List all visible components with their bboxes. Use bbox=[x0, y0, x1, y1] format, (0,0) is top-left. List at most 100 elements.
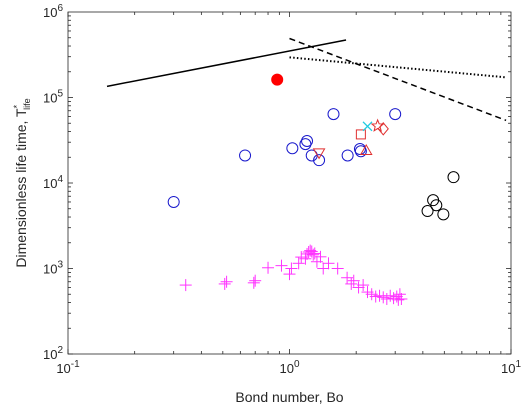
x-series bbox=[362, 121, 373, 132]
plus-marker bbox=[247, 276, 260, 289]
plus-marker bbox=[395, 292, 408, 305]
tick-base: 10 bbox=[43, 262, 57, 277]
marker-shape bbox=[313, 154, 326, 167]
marker-shape bbox=[167, 195, 180, 208]
tick-base: 10 bbox=[501, 361, 515, 376]
plot-area bbox=[106, 37, 507, 306]
circle-marker bbox=[167, 195, 180, 208]
circle-marker bbox=[389, 108, 402, 121]
tick-exponent: 3 bbox=[57, 260, 63, 271]
plus-marker bbox=[322, 257, 335, 270]
circle-marker bbox=[447, 171, 460, 184]
plus-marker bbox=[307, 248, 320, 261]
plus-marker bbox=[218, 277, 231, 290]
tick-exponent: 1 bbox=[515, 359, 521, 370]
plus-marker bbox=[249, 274, 262, 287]
marker-shape bbox=[271, 73, 284, 86]
plus-series bbox=[179, 244, 408, 306]
marker-shape bbox=[286, 142, 299, 155]
plus-marker bbox=[275, 259, 288, 272]
tick-base: 10 bbox=[43, 91, 57, 106]
circle-series bbox=[167, 108, 402, 208]
triangle-down-marker bbox=[312, 148, 326, 160]
plus-marker bbox=[317, 262, 330, 275]
plus-marker bbox=[308, 247, 321, 260]
y-axis-label-sub: life bbox=[22, 98, 32, 110]
tick-base: 10 bbox=[43, 347, 57, 362]
tick-exponent: 2 bbox=[57, 345, 63, 356]
plus-marker bbox=[345, 277, 358, 290]
circle-marker bbox=[301, 134, 314, 147]
marker-shape bbox=[312, 148, 326, 160]
tick-base: 10 bbox=[43, 5, 57, 20]
marker-shape bbox=[239, 149, 252, 162]
y-tick-label: 106 bbox=[43, 3, 63, 20]
marker-shape bbox=[421, 205, 434, 218]
marker-stroke bbox=[362, 121, 373, 132]
plus-marker bbox=[299, 252, 312, 265]
marker-shape bbox=[354, 145, 367, 158]
circle-marker bbox=[313, 154, 326, 167]
y-tick-label: 104 bbox=[43, 174, 63, 191]
filled-circle-marker bbox=[271, 73, 284, 86]
dotted-trend-line bbox=[289, 56, 507, 79]
tick-exponent: -1 bbox=[71, 359, 80, 370]
axis-ticks bbox=[67, 12, 512, 355]
dashed-trend-line bbox=[289, 37, 507, 122]
marker-shape bbox=[370, 118, 385, 132]
x-tick-label: 100 bbox=[279, 359, 299, 376]
x-axis-label: Bond number, Bo bbox=[235, 389, 343, 405]
y-axis-label-sup: * bbox=[12, 104, 22, 108]
plus-marker bbox=[305, 245, 318, 258]
plus-marker bbox=[380, 292, 393, 305]
filled-circle-series bbox=[271, 73, 284, 86]
plus-marker bbox=[390, 290, 403, 303]
plus-marker bbox=[357, 279, 370, 292]
y-tick-label: 103 bbox=[43, 260, 63, 277]
x-tick-label: 101 bbox=[501, 359, 521, 376]
tick-exponent: 6 bbox=[57, 3, 63, 14]
circle-marker bbox=[286, 142, 299, 155]
y-tick-label: 102 bbox=[43, 345, 63, 362]
circle-marker bbox=[299, 138, 312, 151]
circle-marker bbox=[354, 145, 367, 158]
plus-marker bbox=[314, 250, 327, 263]
plus-marker bbox=[292, 257, 305, 270]
plus-marker bbox=[393, 288, 406, 301]
tick-base: 10 bbox=[43, 176, 57, 191]
square-marker bbox=[355, 129, 366, 140]
solid-trend-line bbox=[106, 39, 347, 88]
plus-marker bbox=[352, 281, 365, 294]
square-series bbox=[355, 129, 366, 140]
plus-marker bbox=[331, 262, 344, 275]
plus-marker bbox=[283, 268, 296, 281]
circle-marker bbox=[430, 199, 443, 212]
plus-marker bbox=[384, 289, 397, 302]
marker-shape bbox=[437, 208, 450, 221]
tick-base: 10 bbox=[279, 361, 293, 376]
plus-marker bbox=[341, 271, 354, 284]
triangle-up-marker bbox=[359, 143, 373, 155]
plus-marker bbox=[387, 292, 400, 305]
tick-exponent: 5 bbox=[57, 89, 63, 100]
star-marker bbox=[370, 118, 385, 132]
circle-series bbox=[421, 171, 460, 221]
circle-marker bbox=[421, 205, 434, 218]
tick-exponent: 0 bbox=[294, 359, 300, 370]
tick-exponent: 4 bbox=[57, 174, 63, 185]
star-series bbox=[370, 118, 385, 132]
circle-marker bbox=[327, 108, 340, 121]
circle-marker bbox=[341, 149, 354, 162]
y-tick-label: 105 bbox=[43, 89, 63, 106]
marker-shape bbox=[327, 108, 340, 121]
triangle-down-series bbox=[312, 148, 326, 160]
marker-shape bbox=[341, 149, 354, 162]
tick-base: 10 bbox=[56, 361, 70, 376]
marker-shape bbox=[389, 108, 402, 121]
marker-shape bbox=[301, 134, 314, 147]
plus-marker bbox=[262, 261, 275, 274]
plus-marker bbox=[347, 274, 360, 287]
marker-shape bbox=[447, 171, 460, 184]
